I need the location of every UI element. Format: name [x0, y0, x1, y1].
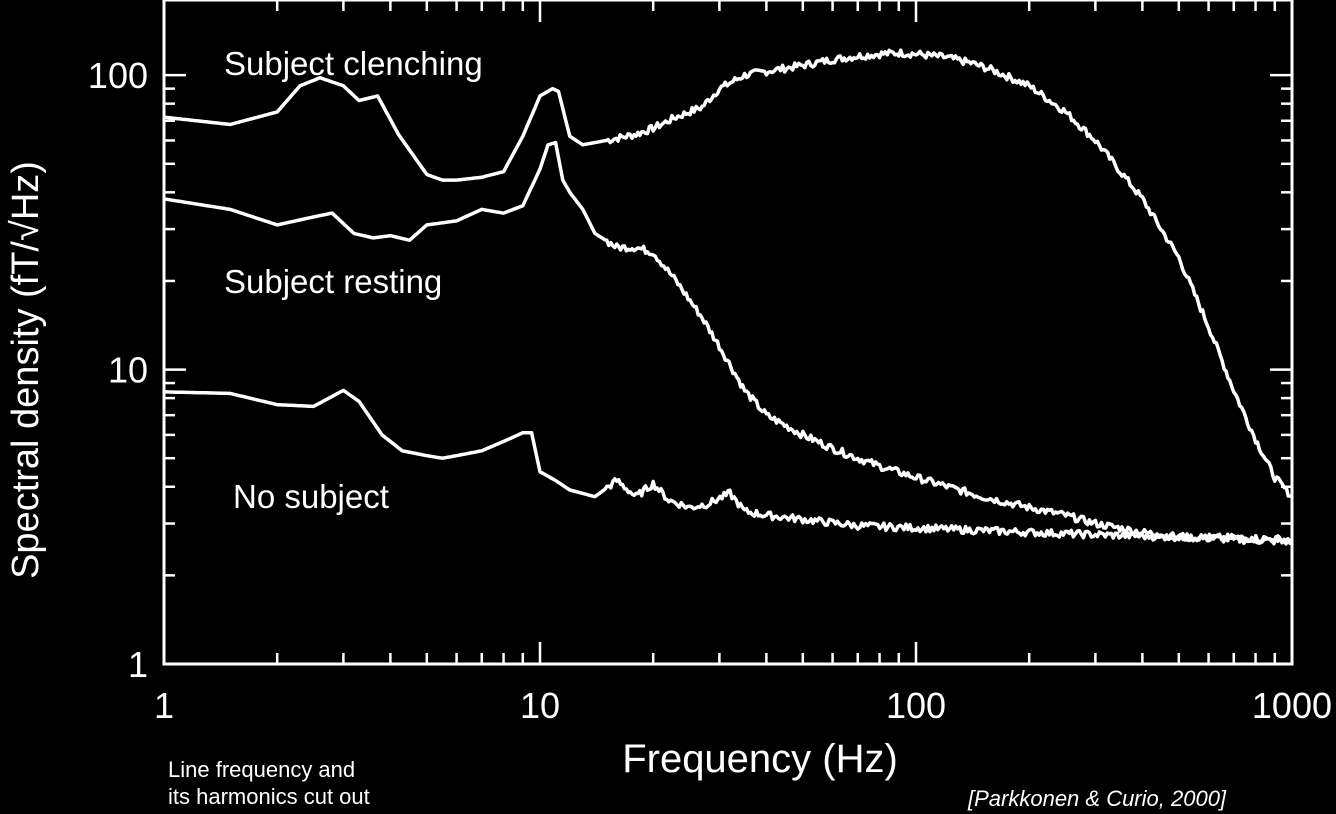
x-axis-label: Frequency (Hz): [622, 737, 898, 781]
series-line-1: [163, 48, 1293, 499]
annotation-subject-resting: Subject resting: [224, 263, 442, 300]
series-line-2: [163, 140, 1294, 546]
y-tick-label: 10: [108, 350, 148, 391]
series-line-3: [164, 388, 1294, 545]
y-axis-label: Spectral density (fT/√Hz): [5, 161, 47, 579]
line-frequency-note-line2: its harmonics cut out: [168, 784, 370, 809]
series-lines: [163, 48, 1294, 546]
plot-frame: [162, 0, 1294, 666]
citation: [Parkkonen & Curio, 2000]: [968, 786, 1227, 811]
y-tick-label: 1: [128, 644, 148, 685]
x-tick-label: 100: [886, 685, 946, 726]
x-tick-label: 10: [520, 685, 560, 726]
annotation-no-subject: No subject: [233, 478, 389, 515]
axis-ticks: [162, 0, 1292, 666]
x-tick-label: 1000: [1252, 685, 1332, 726]
x-tick-label: 1: [154, 685, 174, 726]
y-tick-label: 100: [88, 55, 148, 96]
line-frequency-note: Line frequency and its harmonics cut out: [168, 756, 370, 810]
annotation-subject-clenching: Subject clenching: [224, 45, 483, 82]
tick-labels: 1 10 100 1000 1 10 100: [88, 55, 1332, 726]
line-frequency-note-line1: Line frequency and: [168, 757, 356, 782]
